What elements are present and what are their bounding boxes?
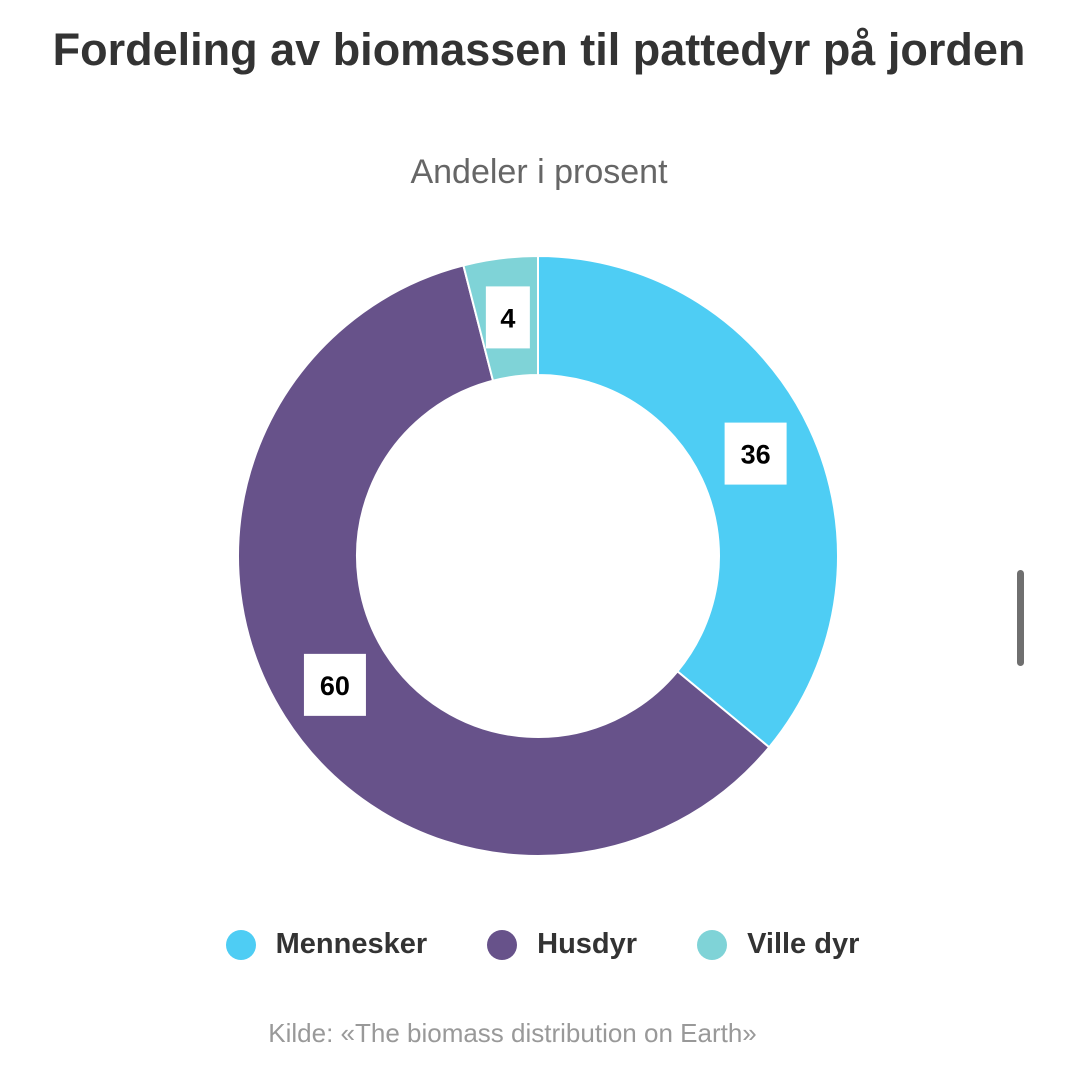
legend-item-husdyr[interactable]: Husdyr: [487, 928, 637, 961]
legend: Mennesker Husdyr Ville dyr: [0, 928, 1065, 961]
legend-item-mennesker[interactable]: Mennesker: [225, 928, 428, 961]
data-label-box-husdyr: [303, 653, 366, 716]
data-label-text-mennesker: 36: [741, 440, 771, 470]
data-label-box-mennesker: [724, 422, 787, 485]
legend-dot-ville-dyr: [697, 929, 728, 960]
legend-dot-husdyr: [487, 929, 518, 960]
data-label-ville-dyr: 4: [485, 286, 530, 349]
legend-label-mennesker: Mennesker: [275, 928, 428, 960]
chart-title: Fordeling av biomassen til pattedyr på j…: [52, 24, 1026, 75]
chart-subtitle: Andeler i prosent: [410, 153, 668, 191]
legend-item-ville-dyr[interactable]: Ville dyr: [697, 928, 859, 961]
data-label-text-husdyr: 60: [320, 671, 350, 701]
data-label-mennesker: 36: [724, 422, 787, 485]
data-label-box-ville-dyr: [485, 286, 530, 349]
scrollbar-thumb[interactable]: [1017, 570, 1024, 666]
legend-dot-mennesker: [225, 929, 256, 960]
data-label-text-ville-dyr: 4: [500, 303, 515, 333]
legend-label-ville-dyr: Ville dyr: [747, 928, 860, 960]
source-credit: Kilde: «The biomass distribution on Eart…: [268, 1018, 757, 1048]
legend-label-husdyr: Husdyr: [537, 928, 638, 960]
donut-data-labels: 36 60 4: [303, 286, 787, 716]
donut-slices: [237, 254, 839, 857]
slice-husdyr[interactable]: [237, 264, 771, 857]
data-label-husdyr: 60: [303, 653, 366, 716]
slice-mennesker[interactable]: [537, 254, 839, 749]
